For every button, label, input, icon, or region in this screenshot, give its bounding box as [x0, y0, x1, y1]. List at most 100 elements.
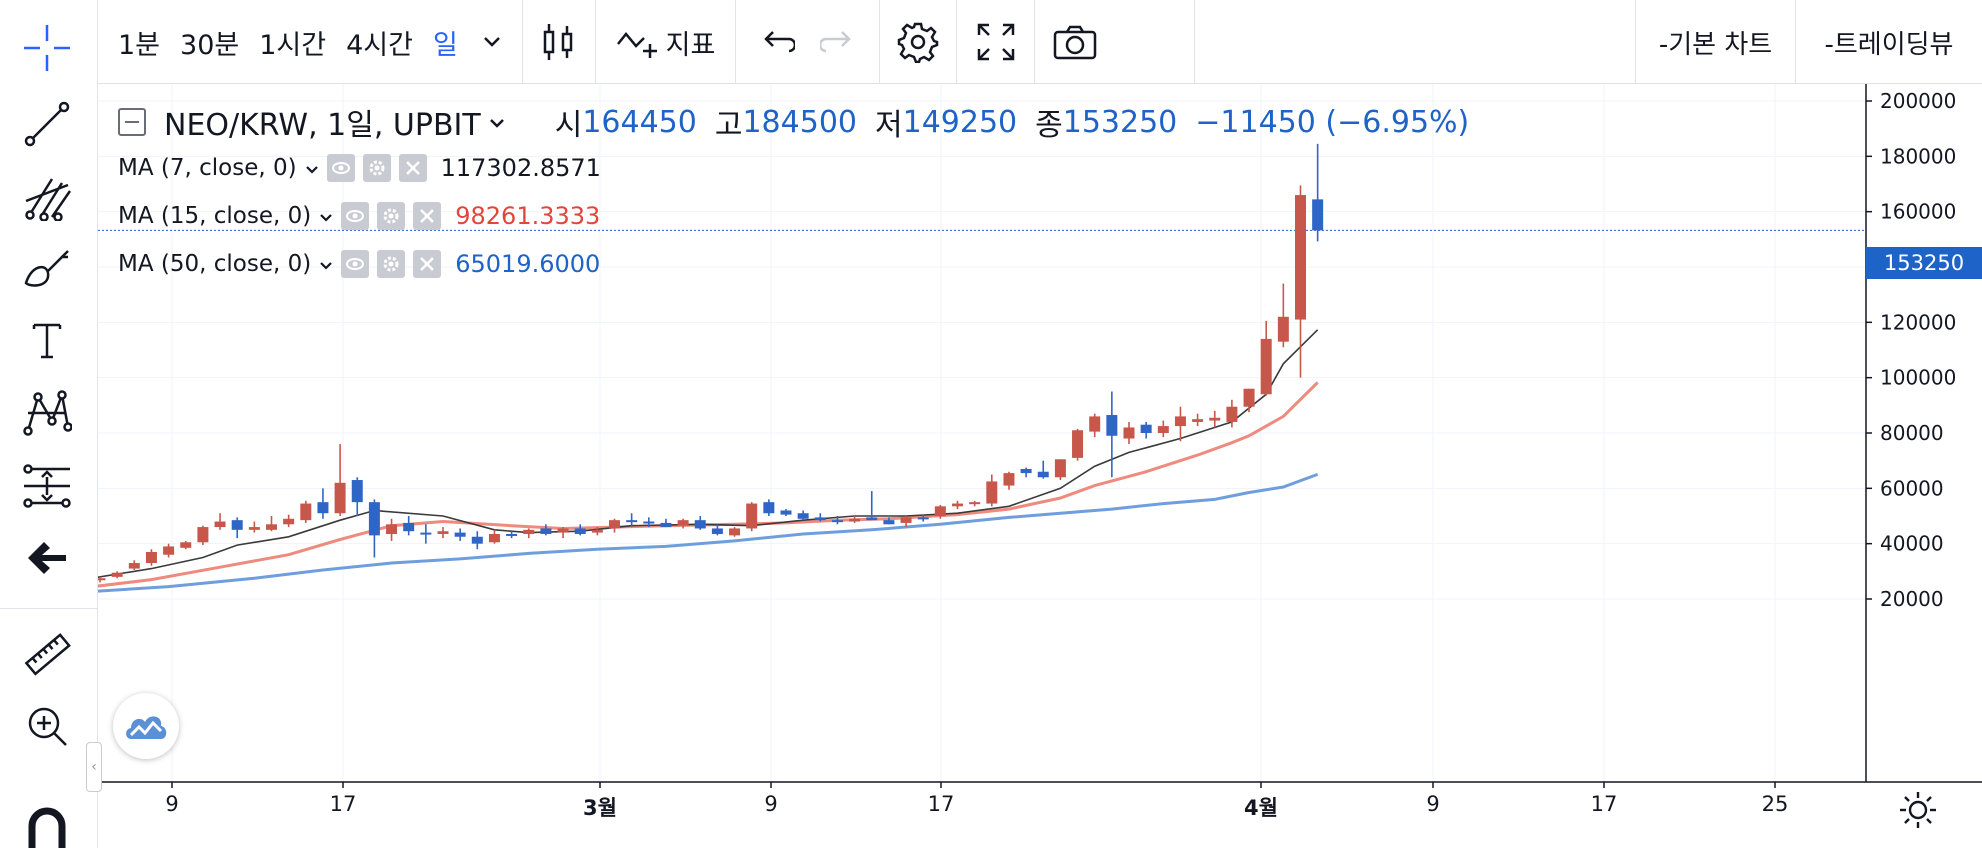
trend-line-icon[interactable]	[17, 96, 77, 152]
timeframe-1h[interactable]: 1시간	[259, 29, 327, 61]
candle-body	[814, 517, 826, 521]
ma7-close-icon[interactable]	[398, 154, 427, 182]
candle-body	[403, 522, 415, 532]
candle-body	[1157, 426, 1169, 433]
ma50-chevron-icon[interactable]	[319, 254, 333, 275]
candle-body	[780, 510, 792, 515]
time-label-month: 3월	[583, 796, 617, 820]
time-axis: 9 17 3월 9 17 4월 9 17 25	[98, 782, 1866, 832]
price-axis-label: 40000	[1880, 532, 1944, 556]
brush-icon[interactable]	[17, 240, 77, 296]
chart-settings-icon[interactable]	[1898, 790, 1938, 830]
legend-close-value: 153250	[1062, 104, 1178, 140]
time-label: 17	[329, 792, 357, 816]
ma50-eye-icon[interactable]	[341, 250, 370, 278]
candle-body	[1260, 338, 1272, 395]
candle-body	[557, 528, 569, 533]
toolbar-collapse-handle[interactable]: ‹	[86, 742, 102, 792]
snapshot-button[interactable]	[1035, 0, 1195, 84]
ma7-gear-icon[interactable]	[362, 154, 391, 182]
candle-body	[711, 528, 723, 534]
legend-open-label: 시	[554, 108, 583, 143]
ma50-close-icon[interactable]	[413, 250, 442, 278]
timeframe-1m[interactable]: 1분	[118, 29, 161, 61]
ma50-gear-icon[interactable]	[377, 250, 406, 278]
fullscreen-button[interactable]	[957, 0, 1035, 84]
price-axis-label: 100000	[1880, 366, 1956, 390]
pattern-icon[interactable]	[17, 384, 77, 440]
magnet-icon[interactable]	[17, 800, 77, 848]
ma15-eye-icon[interactable]	[341, 202, 370, 230]
ma15-row: MA (15, close, 0) 98261.3333	[118, 202, 600, 230]
legend-symbol[interactable]: NEO/KRW, 1일, UPBIT	[164, 108, 481, 143]
zoom-in-icon[interactable]	[17, 698, 77, 754]
legend-open-value: 164450	[582, 104, 697, 140]
candle-body	[540, 528, 552, 534]
ma50-value: 65019.6000	[455, 250, 601, 278]
candle-body	[523, 529, 535, 534]
time-label: 17	[1590, 792, 1618, 816]
candle-body	[952, 503, 963, 507]
price-chart[interactable]: 2000001800001600001400001200001000008000…	[98, 84, 1982, 834]
undo-icon[interactable]	[761, 0, 795, 84]
timeframe-dropdown-icon[interactable]	[468, 0, 502, 84]
chart-style-button[interactable]	[523, 0, 596, 84]
candle-body	[934, 506, 946, 516]
legend-collapse-icon[interactable]	[118, 108, 146, 136]
symbol-chevron-icon[interactable]	[489, 112, 505, 133]
ruler-icon[interactable]	[17, 627, 77, 683]
candle-body	[300, 503, 312, 521]
candle-body	[900, 517, 912, 523]
indicators-icon	[616, 32, 657, 58]
candle-body	[917, 517, 929, 520]
candle-body	[180, 542, 192, 548]
candle-body	[420, 532, 432, 535]
ma7-chevron-icon[interactable]	[305, 158, 319, 179]
top-toolbar: 1분 30분 1시간 4시간 일 지표 -기본 차트 -트레이딩뷰	[98, 0, 1982, 84]
time-label-month: 4월	[1244, 796, 1278, 820]
candle-body	[643, 521, 655, 524]
candle-body	[317, 502, 329, 514]
back-arrow-icon[interactable]	[17, 530, 77, 586]
candle-body	[1312, 199, 1324, 231]
ma15-close-icon[interactable]	[413, 202, 442, 230]
ma15-chevron-icon[interactable]	[319, 206, 333, 227]
candle-body	[694, 520, 706, 529]
timeframe-30m[interactable]: 30분	[180, 29, 240, 61]
ma15-line	[98, 381, 1319, 588]
candle-body	[1003, 473, 1015, 486]
price-axis-label: 120000	[1880, 310, 1956, 334]
indicators-button[interactable]: 지표	[596, 0, 736, 84]
fib-measure-icon[interactable]	[17, 458, 77, 514]
timeframe-4h[interactable]: 4시간	[346, 29, 413, 61]
undo-redo-group	[736, 0, 880, 84]
settings-button[interactable]	[880, 0, 957, 84]
ma15-gear-icon[interactable]	[377, 202, 406, 230]
ma7-label[interactable]: MA (7, close, 0)	[118, 155, 297, 181]
pitchfork-icon[interactable]	[17, 168, 77, 224]
ma7-eye-icon[interactable]	[326, 154, 355, 182]
time-label: 9	[165, 792, 179, 816]
candle-body	[437, 531, 449, 534]
redo-icon[interactable]	[820, 0, 854, 84]
candle-body	[471, 536, 483, 544]
timeframe-day[interactable]: 일	[432, 29, 458, 61]
ma50-label[interactable]: MA (50, close, 0)	[118, 251, 312, 277]
candle-body	[1243, 388, 1255, 407]
text-tool-icon[interactable]	[17, 312, 77, 368]
cloud-chart-logo-icon	[126, 716, 167, 739]
candle-body	[969, 502, 981, 505]
ma15-label[interactable]: MA (15, close, 0)	[118, 203, 312, 229]
candle-body	[506, 533, 518, 536]
basic-chart-button[interactable]: -기본 차트	[1635, 0, 1795, 84]
tradingview-button[interactable]: -트레이딩뷰	[1795, 0, 1982, 84]
legend-low-label: 저	[875, 108, 903, 143]
price-axis-label: 180000	[1880, 144, 1956, 168]
candle-body	[849, 518, 861, 522]
crosshair-icon[interactable]	[17, 20, 77, 76]
upbit-logo[interactable]	[113, 693, 179, 759]
candle-body	[163, 546, 175, 555]
candle-body	[866, 517, 878, 521]
candle-body	[231, 520, 243, 530]
current-price-tag: 153250	[1866, 247, 1982, 279]
